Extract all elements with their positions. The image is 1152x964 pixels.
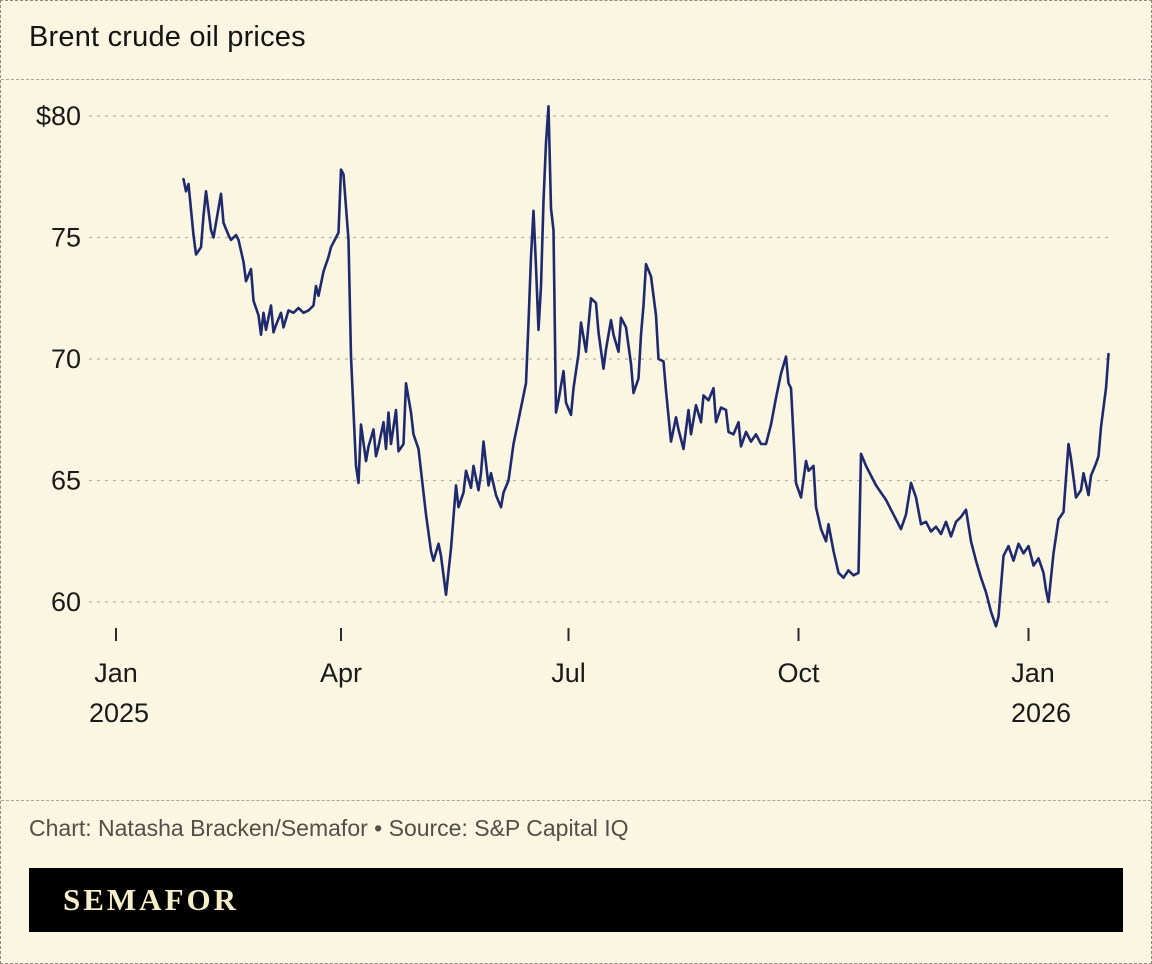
xtick-label-oct: Oct	[777, 658, 820, 688]
ytick-label-75: 75	[51, 223, 81, 253]
xtick-sublabel-2026: 2026	[1011, 698, 1071, 728]
ytick-label-70: 70	[51, 344, 81, 374]
xtick-sublabel-2025: 2025	[89, 698, 149, 728]
xtick-label-jan2026: Jan	[1011, 658, 1055, 688]
footer-divider	[1, 800, 1151, 801]
ytick-label-80: $80	[36, 101, 81, 131]
xtick-label-jul: Jul	[551, 658, 586, 688]
xtick-label-jan2025: Jan	[94, 658, 138, 688]
price-line	[182, 104, 1110, 628]
semafor-wordmark: SEMAFOR	[63, 882, 239, 917]
chart-credit: Chart: Natasha Bracken/Semafor • Source:…	[29, 815, 629, 841]
chart-title: Brent crude oil prices	[29, 21, 306, 53]
title-divider	[1, 79, 1151, 80]
line-chart: $80 75 70 65 60 Jan 2025 Apr Jul Oct Jan…	[36, 101, 1113, 728]
xtick-label-apr: Apr	[320, 658, 362, 688]
ytick-label-60: 60	[51, 587, 81, 617]
ytick-label-65: 65	[51, 466, 81, 496]
semafor-logo-bar: SEMAFOR	[29, 868, 1123, 932]
